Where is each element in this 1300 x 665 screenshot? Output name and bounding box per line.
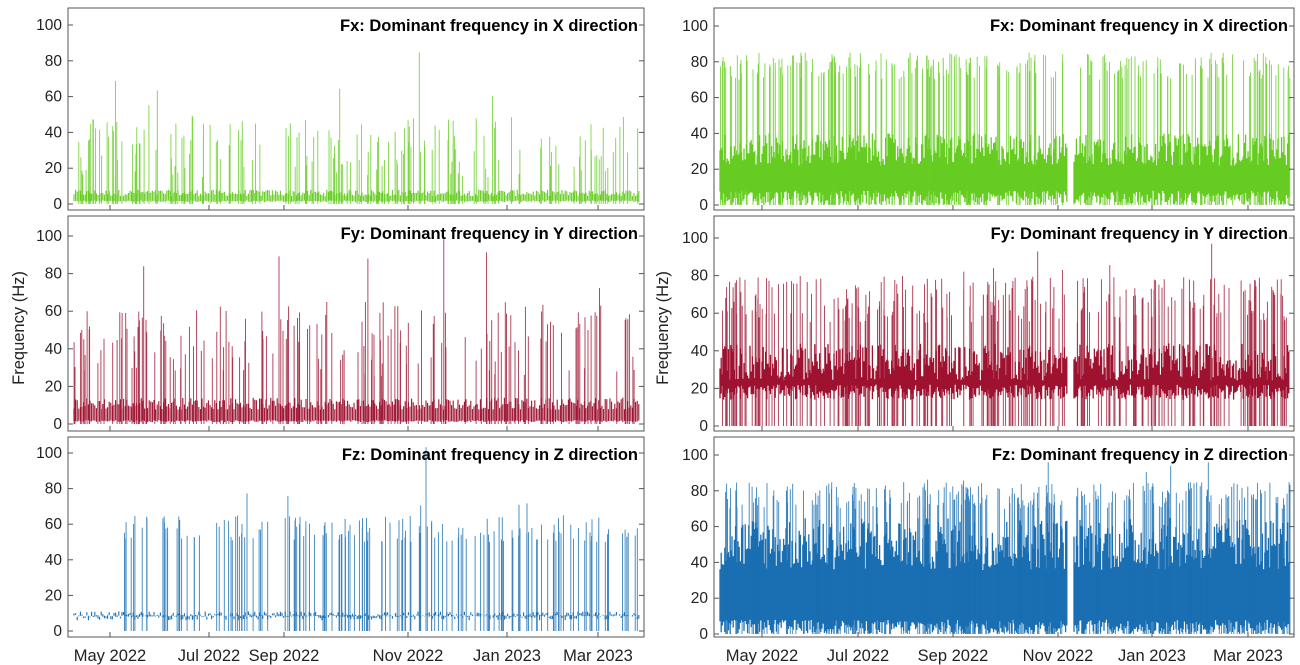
y-tick-label: 100 — [682, 447, 708, 464]
x-tick-label: Jul 2022 — [827, 647, 889, 665]
chart-title: Fx: Dominant frequency in X direction — [990, 17, 1288, 35]
data-series — [73, 239, 640, 424]
chart-panel-right-bottom: 0 20 40 60 80 100 Fz: Dominant frequency in Z … — [682, 436, 1295, 665]
y-tick-label: 80 — [691, 268, 709, 285]
spike-lines — [73, 239, 635, 424]
data-series — [719, 52, 1291, 205]
y-tick-label: 40 — [45, 341, 63, 358]
x-tick-label: Mar 2023 — [1213, 647, 1283, 665]
y-tick-label: 40 — [691, 554, 709, 571]
y-tick-label: 20 — [45, 587, 63, 604]
x-tick-label: Jul 2022 — [178, 647, 240, 665]
y-tick-label: 100 — [36, 228, 62, 245]
y-tick-label: 20 — [691, 590, 709, 607]
chart-panel-right-top: 0 20 40 60 80 100 Fx: Dominant frequency in X … — [682, 7, 1295, 214]
y-axis-label: Frequency (Hz) — [654, 271, 672, 385]
y-tick-label: 100 — [682, 230, 708, 247]
y-tick-label: 20 — [691, 161, 709, 178]
x-tick-label: May 2022 — [726, 647, 798, 665]
y-axis-label: Frequency (Hz) — [10, 271, 28, 385]
y-tick-label: 40 — [45, 124, 63, 141]
x-tick-label: Jan 2023 — [1118, 647, 1186, 665]
y-tick-label: 0 — [53, 196, 62, 213]
y-tick-label: 80 — [691, 483, 709, 500]
x-tick-label: Nov 2022 — [373, 647, 444, 665]
chart-title: Fz: Dominant frequency in Z direction — [992, 446, 1288, 464]
y-tick-label: 60 — [45, 89, 63, 106]
y-tick-label: 100 — [36, 445, 62, 462]
y-tick-label: 40 — [691, 343, 709, 360]
spike-lines — [725, 462, 1291, 634]
chart-title: Fx: Dominant frequency in X direction — [340, 17, 638, 35]
x-tick-label: Jan 2023 — [473, 647, 541, 665]
spike-lines — [78, 52, 639, 204]
plot-frame — [67, 436, 645, 638]
x-tick-label: Sep 2022 — [249, 647, 320, 665]
chart-title: Fy: Dominant frequency in Y direction — [991, 225, 1288, 243]
y-tick-label: 60 — [45, 303, 63, 320]
data-series — [719, 462, 1291, 634]
y-tick-label: 60 — [691, 305, 709, 322]
data-series — [73, 52, 640, 204]
chart-panel-left-bottom: 0 20 40 60 80 100 Fz: Dominant frequency in Z … — [36, 436, 645, 665]
y-tick-label: 0 — [699, 418, 708, 435]
y-tick-label: 20 — [45, 378, 63, 395]
y-tick-label: 0 — [699, 626, 708, 643]
y-tick-label: 100 — [682, 18, 708, 35]
y-tick-label: 60 — [691, 519, 709, 536]
data-series — [719, 243, 1290, 426]
x-tick-label: Nov 2022 — [1023, 647, 1094, 665]
spike-lines — [720, 52, 1291, 205]
y-tick-label: 0 — [53, 623, 62, 640]
chart-panel-left-top: 0 20 40 60 80 100 Fx: Dominant frequency in X … — [36, 7, 645, 213]
x-tick-label: Mar 2023 — [563, 647, 633, 665]
chart-panel-left-middle: 0 20 40 60 80 100 Fy: Dominant frequency in Y … — [36, 215, 645, 433]
chart-title: Fy: Dominant frequency in Y direction — [341, 225, 638, 243]
y-tick-label: 80 — [45, 53, 63, 70]
spike-lines — [124, 447, 638, 631]
chart-title: Fz: Dominant frequency in Z direction — [342, 446, 638, 464]
x-tick-label: Sep 2022 — [918, 647, 989, 665]
y-tick-label: 20 — [691, 380, 709, 397]
data-series — [73, 447, 640, 631]
y-tick-label: 0 — [699, 197, 708, 214]
y-tick-label: 0 — [53, 416, 62, 433]
y-tick-label: 60 — [691, 90, 709, 107]
x-tick-label: May 2022 — [74, 647, 146, 665]
y-tick-label: 80 — [45, 266, 63, 283]
y-tick-label: 60 — [45, 516, 63, 533]
y-tick-label: 80 — [45, 481, 63, 498]
y-tick-label: 100 — [36, 17, 62, 34]
y-tick-label: 40 — [691, 125, 709, 142]
chart-panel-right-middle: 0 20 40 60 80 100 Fy: Dominant frequency in Y … — [682, 215, 1295, 435]
spike-lines — [722, 243, 1287, 426]
plot-frame — [67, 7, 645, 211]
y-tick-label: 80 — [691, 54, 709, 71]
y-tick-label: 40 — [45, 552, 63, 569]
y-tick-label: 20 — [45, 160, 63, 177]
plot-frame — [713, 215, 1295, 432]
